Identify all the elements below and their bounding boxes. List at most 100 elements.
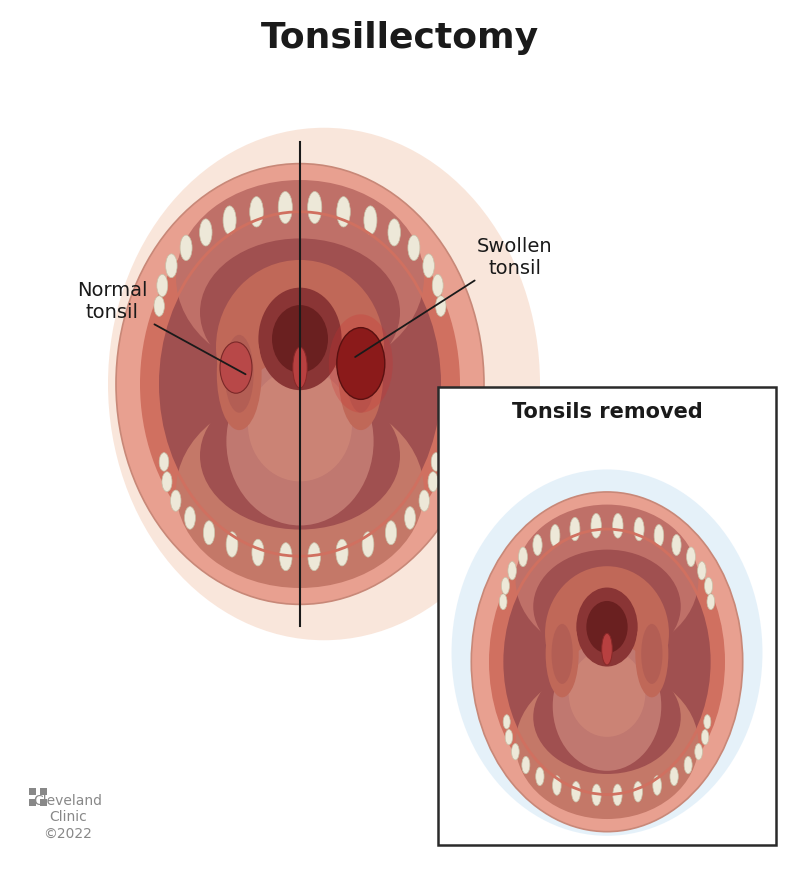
- Ellipse shape: [308, 192, 322, 224]
- Text: Cleveland
Clinic
©2022: Cleveland Clinic ©2022: [34, 793, 102, 839]
- Ellipse shape: [586, 601, 628, 653]
- Ellipse shape: [436, 297, 446, 317]
- Ellipse shape: [278, 192, 292, 224]
- Ellipse shape: [705, 578, 713, 594]
- Ellipse shape: [346, 335, 375, 414]
- Ellipse shape: [471, 493, 742, 831]
- Ellipse shape: [272, 306, 328, 373]
- Text: Normal
tonsil: Normal tonsil: [77, 281, 147, 322]
- Ellipse shape: [522, 757, 530, 774]
- Ellipse shape: [199, 220, 212, 247]
- Ellipse shape: [200, 239, 400, 386]
- Ellipse shape: [534, 660, 681, 774]
- Text: Tonsillectomy: Tonsillectomy: [261, 21, 539, 55]
- Ellipse shape: [546, 611, 578, 697]
- Ellipse shape: [653, 776, 662, 795]
- Ellipse shape: [576, 588, 638, 666]
- Ellipse shape: [672, 535, 681, 556]
- Ellipse shape: [634, 781, 642, 802]
- Ellipse shape: [502, 578, 510, 594]
- Ellipse shape: [176, 181, 424, 376]
- Ellipse shape: [108, 128, 540, 641]
- Text: Tonsils removed: Tonsils removed: [512, 401, 702, 421]
- Ellipse shape: [154, 297, 165, 317]
- Ellipse shape: [329, 315, 393, 414]
- Ellipse shape: [533, 535, 542, 556]
- Ellipse shape: [511, 744, 519, 760]
- Ellipse shape: [602, 634, 612, 666]
- Ellipse shape: [200, 383, 400, 530]
- Bar: [29, 788, 36, 795]
- Ellipse shape: [157, 275, 168, 298]
- Ellipse shape: [203, 522, 214, 545]
- Ellipse shape: [388, 220, 401, 247]
- Ellipse shape: [162, 472, 172, 492]
- Ellipse shape: [518, 547, 527, 567]
- Ellipse shape: [338, 318, 383, 430]
- Ellipse shape: [226, 358, 374, 526]
- Ellipse shape: [170, 491, 181, 512]
- Bar: [438, 387, 776, 845]
- Ellipse shape: [534, 550, 681, 664]
- Ellipse shape: [553, 776, 561, 795]
- Ellipse shape: [279, 543, 292, 571]
- Ellipse shape: [250, 198, 263, 227]
- Ellipse shape: [405, 507, 415, 529]
- Ellipse shape: [140, 192, 460, 577]
- Ellipse shape: [176, 393, 424, 588]
- Ellipse shape: [258, 288, 342, 391]
- Ellipse shape: [499, 594, 507, 610]
- Ellipse shape: [293, 348, 307, 389]
- Ellipse shape: [515, 505, 698, 655]
- Ellipse shape: [569, 651, 646, 737]
- Ellipse shape: [158, 212, 442, 557]
- Ellipse shape: [698, 562, 706, 580]
- Ellipse shape: [505, 730, 513, 745]
- Ellipse shape: [336, 540, 348, 566]
- Ellipse shape: [225, 335, 254, 414]
- Text: Swollen
tonsil: Swollen tonsil: [477, 237, 553, 278]
- Ellipse shape: [431, 453, 441, 471]
- Ellipse shape: [423, 255, 434, 278]
- Ellipse shape: [670, 767, 678, 786]
- Ellipse shape: [642, 624, 662, 684]
- Ellipse shape: [220, 342, 252, 393]
- Ellipse shape: [489, 514, 725, 810]
- Bar: [40, 799, 47, 806]
- Ellipse shape: [570, 518, 580, 541]
- Ellipse shape: [635, 611, 668, 697]
- Ellipse shape: [180, 236, 192, 262]
- Ellipse shape: [550, 525, 560, 547]
- Ellipse shape: [432, 275, 443, 298]
- Ellipse shape: [551, 624, 573, 684]
- Ellipse shape: [503, 715, 510, 729]
- Ellipse shape: [694, 744, 702, 760]
- Ellipse shape: [571, 781, 581, 802]
- Ellipse shape: [217, 318, 262, 430]
- Ellipse shape: [185, 507, 195, 529]
- Ellipse shape: [252, 540, 264, 566]
- Bar: [40, 788, 47, 795]
- Ellipse shape: [515, 669, 698, 819]
- Ellipse shape: [704, 715, 711, 729]
- Ellipse shape: [408, 236, 420, 262]
- Ellipse shape: [116, 164, 484, 605]
- Ellipse shape: [248, 370, 352, 482]
- Ellipse shape: [684, 757, 692, 774]
- Ellipse shape: [364, 206, 377, 235]
- Ellipse shape: [702, 730, 709, 745]
- Ellipse shape: [308, 543, 321, 571]
- Ellipse shape: [428, 472, 438, 492]
- Bar: [29, 799, 36, 806]
- Ellipse shape: [159, 453, 169, 471]
- Ellipse shape: [707, 594, 714, 610]
- Ellipse shape: [386, 522, 397, 545]
- Ellipse shape: [654, 525, 664, 547]
- Ellipse shape: [686, 547, 695, 567]
- Ellipse shape: [451, 470, 762, 836]
- Ellipse shape: [592, 784, 601, 806]
- Ellipse shape: [419, 491, 430, 512]
- Ellipse shape: [613, 784, 622, 806]
- Ellipse shape: [337, 328, 385, 399]
- Ellipse shape: [166, 255, 177, 278]
